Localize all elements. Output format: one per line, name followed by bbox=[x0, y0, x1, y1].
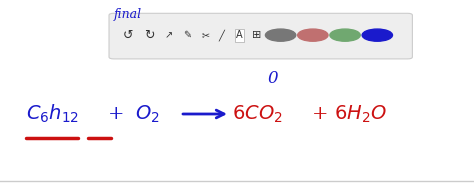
Text: ↗: ↗ bbox=[164, 30, 173, 40]
Text: final: final bbox=[114, 8, 142, 21]
Text: ✂: ✂ bbox=[201, 30, 210, 40]
Circle shape bbox=[362, 29, 392, 41]
FancyBboxPatch shape bbox=[109, 13, 412, 59]
Text: $6H_2O$: $6H_2O$ bbox=[334, 103, 387, 125]
Circle shape bbox=[298, 29, 328, 41]
Text: ╱: ╱ bbox=[219, 29, 225, 41]
Circle shape bbox=[265, 29, 296, 41]
Text: $C_6h_{12}$: $C_6h_{12}$ bbox=[26, 103, 79, 125]
Text: $O_2$: $O_2$ bbox=[135, 103, 160, 125]
Text: A: A bbox=[236, 30, 243, 40]
Circle shape bbox=[330, 29, 360, 41]
Text: 0: 0 bbox=[267, 70, 278, 87]
Text: $6CO_2$: $6CO_2$ bbox=[232, 103, 283, 125]
Text: ↻: ↻ bbox=[144, 29, 155, 42]
Text: +: + bbox=[108, 105, 124, 123]
Text: +: + bbox=[312, 105, 328, 123]
Text: ↺: ↺ bbox=[123, 29, 133, 42]
Text: ⊞: ⊞ bbox=[252, 30, 262, 40]
Text: ✎: ✎ bbox=[183, 30, 191, 40]
